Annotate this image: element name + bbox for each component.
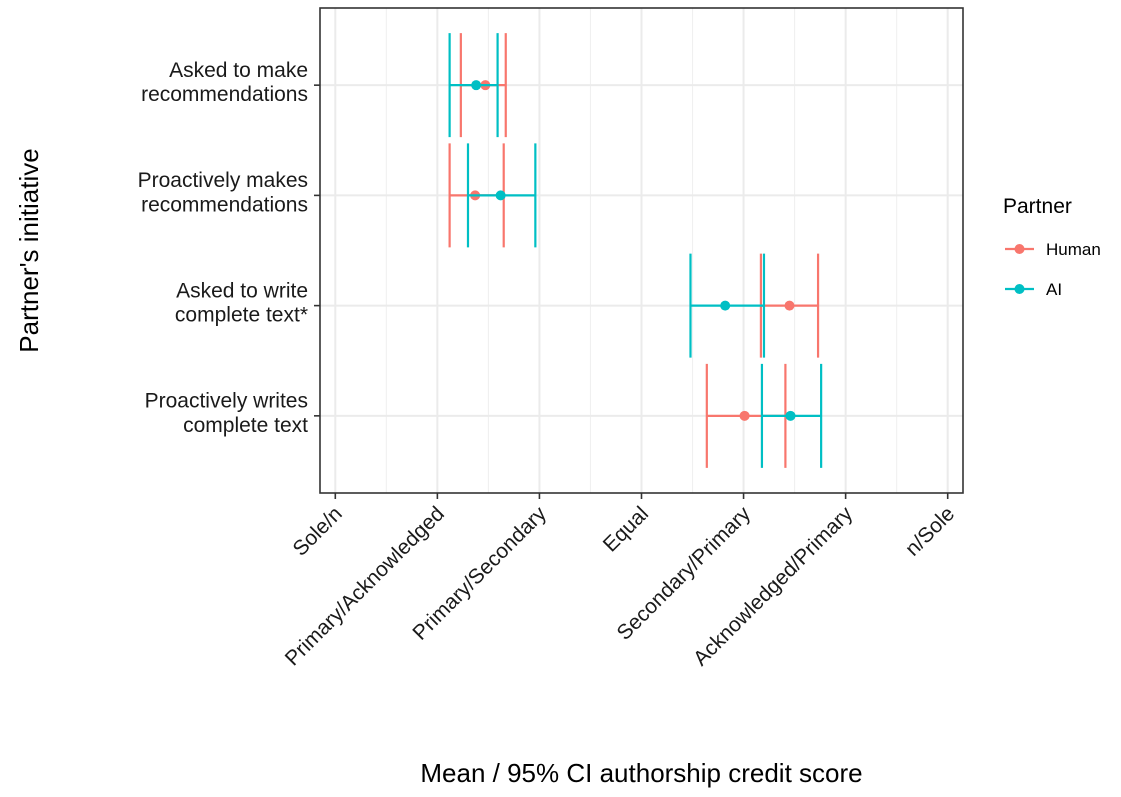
legend-label-human: Human xyxy=(1046,240,1101,259)
plot-panel xyxy=(319,7,964,494)
y-tick-label-line: complete text* xyxy=(175,304,308,327)
x-axis-ticks: Sole/nPrimary/AcknowledgedPrimary/Second… xyxy=(281,493,959,670)
y-tick-label-line: Proactively makes xyxy=(138,169,308,192)
y-tick-label-line: Proactively writes xyxy=(145,390,308,413)
y-axis-ticks: Asked to make recommendationsProactively … xyxy=(138,59,320,437)
legend-label-ai: AI xyxy=(1046,280,1062,299)
x-axis-title: Mean / 95% CI authorship credit score xyxy=(420,758,862,788)
x-tick-label: Equal xyxy=(599,502,653,556)
y-tick-label: Asked to write complete text* xyxy=(175,279,308,326)
legend-title: Partner xyxy=(1003,195,1072,218)
legend: Partner Human AI xyxy=(1003,195,1101,299)
y-axis-title: Partner's initiative xyxy=(14,148,44,352)
mean-point-ai xyxy=(471,80,482,91)
y-tick-label: Proactively makes recommendations xyxy=(138,169,308,216)
mean-point-ai xyxy=(495,190,506,201)
y-tick-label-line: recommendations xyxy=(141,83,308,106)
plot-marks xyxy=(448,33,823,468)
y-tick-label-line: Asked to make xyxy=(169,59,308,82)
y-tick-label-line: Asked to write xyxy=(176,279,308,302)
mean-point-human xyxy=(784,300,795,311)
errorbar-ai-3 xyxy=(689,253,766,358)
y-tick-label: Asked to make recommendations xyxy=(141,59,308,106)
errorbar-ai-4 xyxy=(760,363,823,468)
y-tick-label-line: recommendations xyxy=(141,193,308,216)
x-tick-label: n/Sole xyxy=(901,502,959,560)
legend-key-point-ai xyxy=(1014,284,1025,294)
mean-point-ai xyxy=(785,410,796,421)
mean-point-human xyxy=(739,410,750,421)
mean-point-ai xyxy=(720,300,731,311)
errorbar-ai-1 xyxy=(448,33,499,138)
y-tick-label: Proactively writes complete text xyxy=(145,390,309,437)
errorbar-human-3 xyxy=(759,253,820,358)
y-tick-label-line: complete text xyxy=(183,414,308,437)
errorbar-ai-2 xyxy=(466,143,537,248)
x-tick-label: Sole/n xyxy=(288,502,346,560)
legend-key-point-human xyxy=(1014,244,1025,254)
